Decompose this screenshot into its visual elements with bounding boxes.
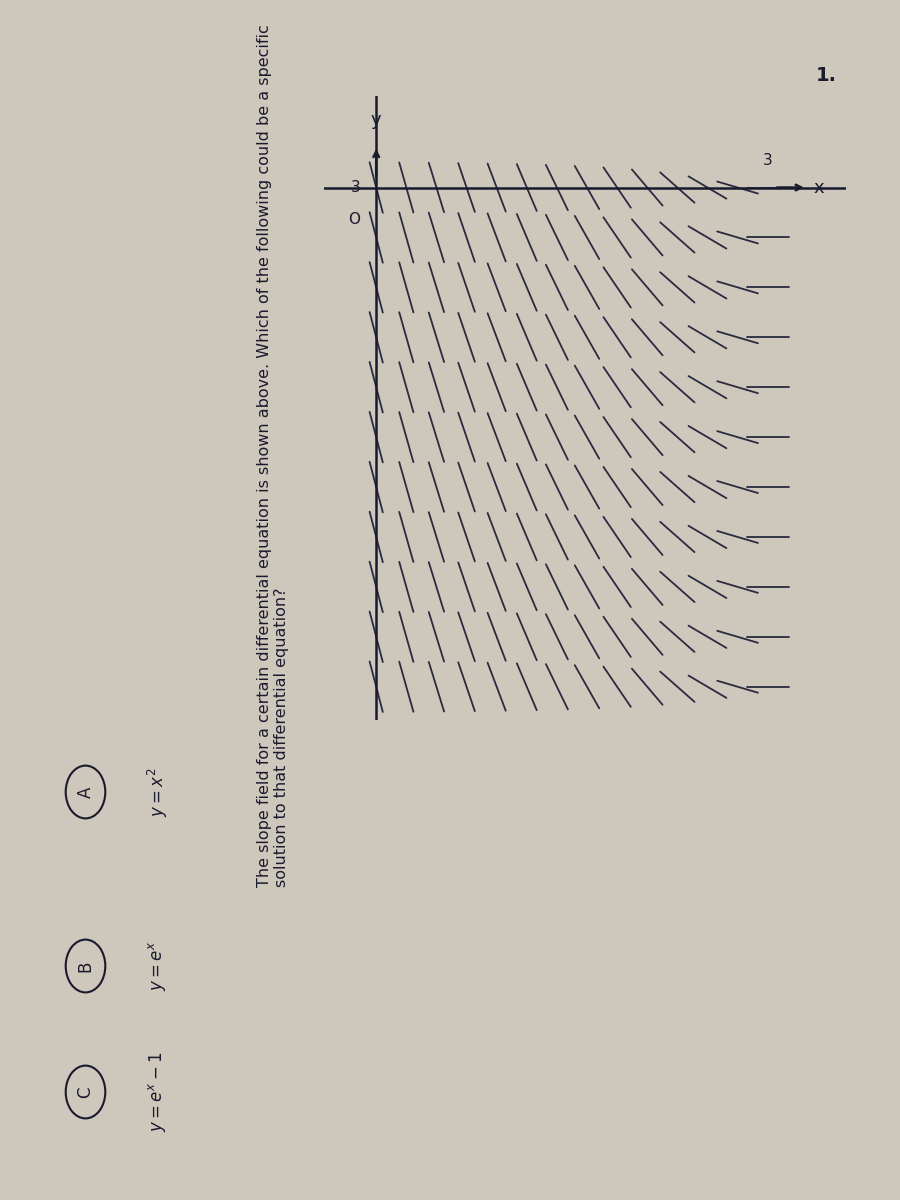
Text: $y = e^x$: $y = e^x$ xyxy=(147,941,168,991)
Text: C: C xyxy=(76,1086,94,1098)
Text: x: x xyxy=(814,179,824,197)
Text: 3: 3 xyxy=(763,152,772,168)
Text: B: B xyxy=(76,960,94,972)
Text: 3: 3 xyxy=(351,180,361,196)
Text: O: O xyxy=(348,212,361,228)
Text: A: A xyxy=(76,786,94,798)
Text: $y = x^2$: $y = x^2$ xyxy=(146,767,169,817)
Text: y: y xyxy=(371,112,382,130)
Text: $y = e^x - 1$: $y = e^x - 1$ xyxy=(147,1051,168,1133)
Text: 1.: 1. xyxy=(816,66,837,85)
Text: The slope field for a certain differential equation is shown above. Which of the: The slope field for a certain differenti… xyxy=(256,25,289,887)
